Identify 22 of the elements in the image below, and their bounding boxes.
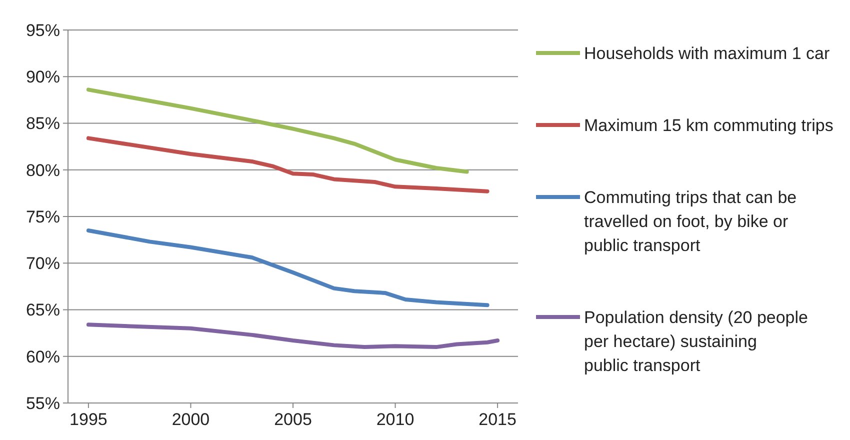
y-tick-label: 95% (26, 20, 60, 40)
legend-label: Households with maximum 1 car (584, 44, 830, 63)
y-tick-label: 70% (26, 254, 60, 274)
line-series (86, 88, 469, 174)
y-tick-label: 55% (26, 394, 60, 413)
y-tick-label: 60% (26, 347, 60, 366)
x-tick-label: 2000 (172, 410, 210, 429)
line-series (86, 136, 490, 194)
x-tick-label: 1995 (70, 410, 108, 429)
legend-label: Maximum 15 km commuting trips (584, 116, 834, 135)
y-tick-label: 85% (26, 114, 60, 134)
x-tick-label: 2005 (274, 410, 312, 429)
line-series (86, 322, 500, 350)
x-tick-label: 2010 (376, 410, 414, 429)
y-tick-label: 65% (26, 300, 60, 320)
x-tick-label: 2015 (478, 410, 516, 429)
y-tick-label: 80% (26, 160, 60, 180)
line-series (86, 228, 490, 308)
y-tick-label: 90% (26, 68, 60, 87)
legend-label: Commuting trips that can be travelled on foot, by bike or public transport (584, 188, 797, 255)
legend-label: Population density (20 people per hectare) sustaining public transport (584, 308, 808, 375)
y-tick-label: 75% (26, 207, 60, 226)
